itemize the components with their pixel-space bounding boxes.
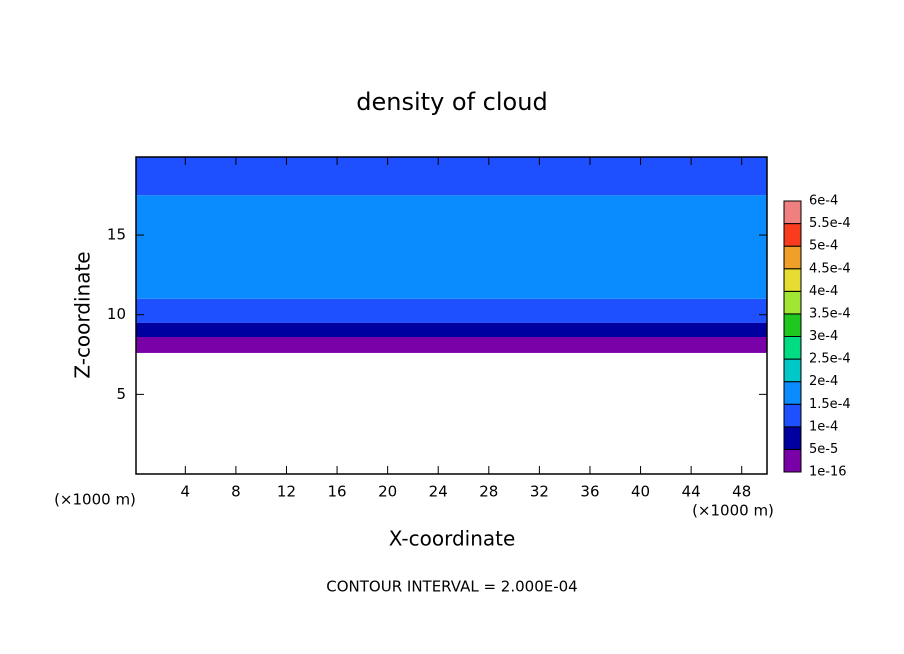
x-tick-label: 20 <box>378 483 397 501</box>
y-axis-label: Z-coordinate <box>71 251 95 378</box>
colorbar-label: 1e-16 <box>809 465 847 480</box>
x-tick-label: 28 <box>479 483 498 501</box>
x-tick-label: 4 <box>181 483 191 501</box>
contour-layer <box>136 322 767 338</box>
colorbar-box <box>783 448 802 473</box>
colorbar-label: 5e-4 <box>809 239 838 254</box>
colorbar-label: 6e-4 <box>809 194 838 209</box>
y-unit: (×1000 m) <box>54 491 136 509</box>
x-tick-label: 16 <box>328 483 347 501</box>
colorbar-box <box>783 245 802 270</box>
x-tick-label: 12 <box>277 483 296 501</box>
contour-layer <box>136 337 767 353</box>
x-tick-label: 40 <box>631 483 650 501</box>
x-tick-label: 44 <box>682 483 701 501</box>
contour-layer <box>136 157 767 196</box>
colorbar-label: 3e-4 <box>809 329 838 344</box>
colorbar-box <box>783 200 802 225</box>
colorbar-box <box>783 268 802 292</box>
colorbar-label: 4.5e-4 <box>809 261 851 276</box>
colorbar-label: 1.5e-4 <box>809 397 851 412</box>
colorbar-box <box>783 403 802 428</box>
y-tick-label: 5 <box>116 385 126 403</box>
footer: CONTOUR INTERVAL = 2.000E-04 <box>326 578 577 596</box>
chart-title: density of cloud <box>356 88 547 116</box>
colorbar-box <box>783 426 802 450</box>
colorbar-label: 3.5e-4 <box>809 306 851 321</box>
y-tick-label: 15 <box>107 226 126 244</box>
colorbar-box <box>783 290 802 315</box>
y-tick-label: 10 <box>107 305 126 323</box>
colorbar-box <box>783 223 802 247</box>
contour-layer <box>136 250 767 299</box>
plot-frame <box>135 156 768 475</box>
x-tick-label: 8 <box>231 483 241 501</box>
colorbar-label: 4e-4 <box>809 284 838 299</box>
x-tick-label: 36 <box>580 483 599 501</box>
colorbar-label: 2.5e-4 <box>809 352 851 367</box>
colorbar-box <box>783 358 802 383</box>
contour-layer <box>136 195 767 251</box>
contour-layer <box>136 298 767 323</box>
x-tick-label: 32 <box>530 483 549 501</box>
x-axis-label: X-coordinate <box>389 527 516 551</box>
colorbar-label: 5.5e-4 <box>809 216 851 231</box>
x-unit: (×1000 m) <box>692 502 774 520</box>
colorbar-box <box>783 381 802 405</box>
colorbar-box <box>783 336 802 360</box>
colorbar-label: 2e-4 <box>809 374 838 389</box>
x-tick-label: 24 <box>429 483 448 501</box>
colorbar-label: 1e-4 <box>809 419 838 434</box>
x-tick-label: 48 <box>732 483 751 501</box>
colorbar-label: 5e-5 <box>809 442 838 457</box>
colorbar-box <box>783 313 802 337</box>
